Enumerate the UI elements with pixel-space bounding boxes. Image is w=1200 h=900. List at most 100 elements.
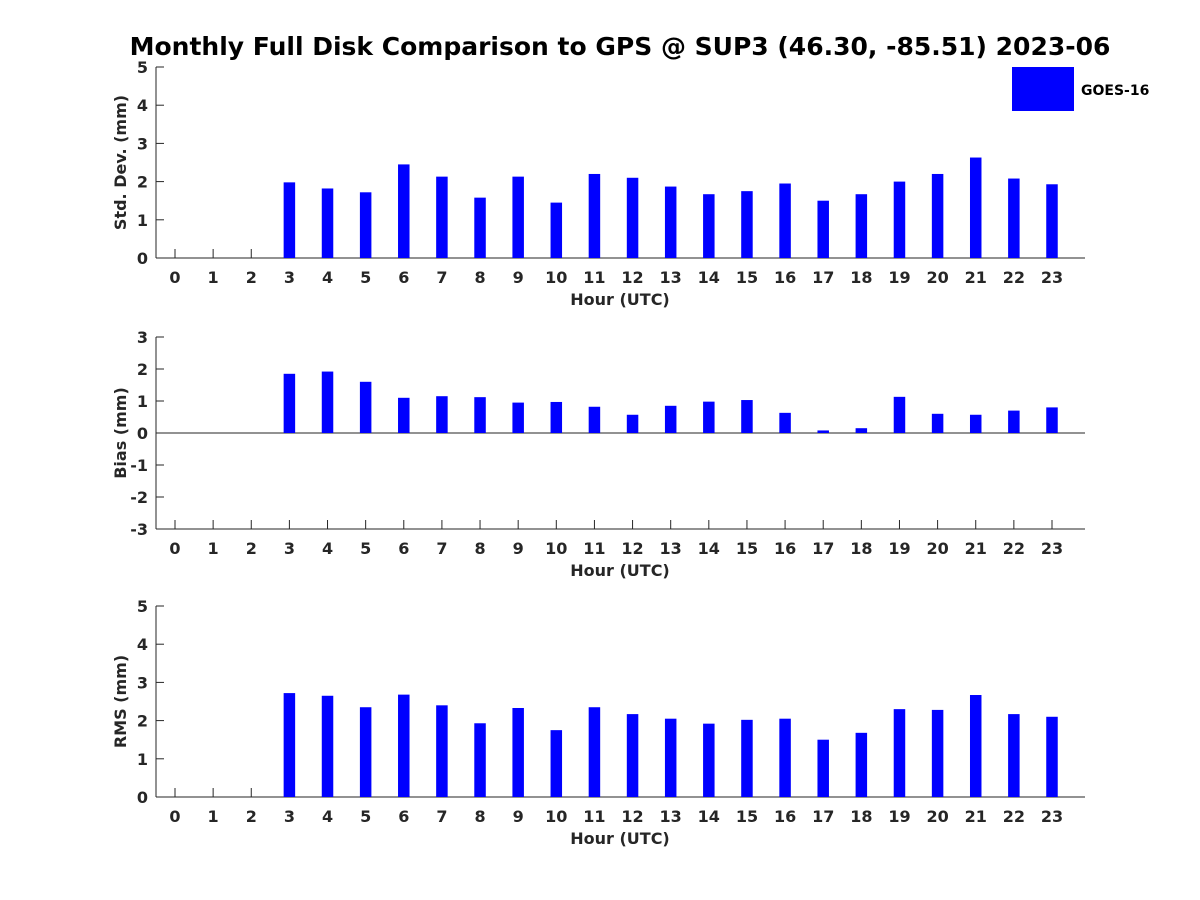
bar-hour-9 bbox=[512, 402, 524, 433]
bar-hour-20 bbox=[931, 413, 944, 433]
x-tick-label: 8 bbox=[474, 807, 485, 826]
x-tick-label: 5 bbox=[360, 807, 371, 826]
x-tick-label: 14 bbox=[698, 807, 720, 826]
y-axis-label: Bias (mm) bbox=[111, 387, 130, 479]
x-tick-label: 9 bbox=[513, 268, 524, 287]
bar-hour-7 bbox=[436, 176, 448, 258]
bar-hour-20 bbox=[931, 173, 944, 258]
x-tick-label: 3 bbox=[284, 268, 295, 287]
x-tick-label: 7 bbox=[436, 807, 447, 826]
x-tick-label: 1 bbox=[208, 539, 219, 558]
bar-hour-13 bbox=[664, 405, 677, 433]
y-tick-label: 4 bbox=[137, 96, 148, 115]
bar-hour-15 bbox=[741, 400, 753, 433]
bar-hour-8 bbox=[474, 397, 486, 433]
bar-hour-9 bbox=[512, 176, 524, 258]
y-tick-label: 0 bbox=[137, 249, 148, 268]
y-tick-label: 5 bbox=[137, 58, 148, 77]
bar-hour-8 bbox=[474, 723, 486, 797]
bar-hour-4 bbox=[321, 695, 334, 797]
x-tick-label: 20 bbox=[926, 807, 948, 826]
bar-hour-12 bbox=[626, 177, 639, 258]
x-tick-label: 10 bbox=[545, 539, 567, 558]
bar-hour-21 bbox=[969, 157, 982, 258]
bar-hour-13 bbox=[664, 718, 677, 797]
bar-hour-3 bbox=[283, 373, 296, 433]
bar-hour-16 bbox=[779, 412, 791, 433]
x-tick-label: 23 bbox=[1041, 539, 1063, 558]
bar-hour-23 bbox=[1046, 407, 1058, 433]
x-tick-label: 1 bbox=[208, 268, 219, 287]
x-tick-label: 20 bbox=[926, 539, 948, 558]
x-tick-label: 5 bbox=[360, 539, 371, 558]
bar-hour-19 bbox=[893, 396, 906, 433]
bar-hour-16 bbox=[779, 718, 791, 797]
bar-hour-21 bbox=[969, 695, 982, 797]
x-tick-label: 14 bbox=[698, 268, 720, 287]
bar-hour-13 bbox=[664, 186, 677, 258]
x-tick-label: 0 bbox=[169, 539, 180, 558]
x-tick-label: 13 bbox=[660, 268, 682, 287]
x-axis-label: Hour (UTC) bbox=[570, 290, 670, 309]
x-tick-label: 2 bbox=[246, 268, 257, 287]
x-tick-label: 11 bbox=[583, 807, 605, 826]
x-tick-label: 12 bbox=[621, 539, 643, 558]
bar-hour-11 bbox=[588, 707, 601, 797]
x-tick-label: 14 bbox=[698, 539, 720, 558]
y-tick-label: -1 bbox=[130, 456, 148, 475]
x-tick-label: 17 bbox=[812, 807, 834, 826]
x-tick-label: 2 bbox=[246, 539, 257, 558]
x-tick-label: 8 bbox=[474, 268, 485, 287]
bar-hour-17 bbox=[817, 200, 829, 258]
x-tick-label: 19 bbox=[888, 807, 910, 826]
bar-hour-14 bbox=[703, 723, 715, 797]
x-tick-label: 0 bbox=[169, 268, 180, 287]
x-tick-label: 6 bbox=[398, 268, 409, 287]
bar-hour-5 bbox=[359, 381, 372, 433]
x-tick-label: 4 bbox=[322, 268, 333, 287]
bar-hour-7 bbox=[436, 396, 448, 433]
bar-hour-11 bbox=[588, 173, 601, 258]
bar-hour-19 bbox=[893, 709, 906, 797]
x-tick-label: 16 bbox=[774, 539, 796, 558]
bar-hour-22 bbox=[1008, 178, 1020, 258]
x-axis-label: Hour (UTC) bbox=[570, 829, 670, 848]
legend-swatch bbox=[1012, 67, 1074, 111]
x-tick-label: 22 bbox=[1003, 268, 1025, 287]
bar-hour-22 bbox=[1008, 410, 1020, 433]
bar-hour-14 bbox=[703, 401, 715, 433]
x-tick-label: 19 bbox=[888, 539, 910, 558]
x-tick-label: 17 bbox=[812, 539, 834, 558]
y-tick-label: 3 bbox=[137, 134, 148, 153]
bar-hour-12 bbox=[626, 414, 639, 433]
bar-hour-12 bbox=[626, 714, 639, 797]
bar-hour-18 bbox=[855, 194, 868, 258]
bar-hour-8 bbox=[474, 197, 486, 258]
y-tick-label: 2 bbox=[137, 712, 148, 731]
bar-hour-6 bbox=[398, 397, 410, 433]
bar-hour-19 bbox=[893, 181, 906, 258]
x-tick-label: 16 bbox=[774, 268, 796, 287]
bar-hour-14 bbox=[703, 194, 715, 258]
chart-title: Monthly Full Disk Comparison to GPS @ SU… bbox=[130, 32, 1111, 61]
x-tick-label: 22 bbox=[1003, 807, 1025, 826]
bar-hour-21 bbox=[969, 414, 982, 433]
bar-hour-3 bbox=[283, 182, 296, 258]
x-tick-label: 15 bbox=[736, 807, 758, 826]
x-tick-label: 7 bbox=[436, 268, 447, 287]
y-tick-label: 1 bbox=[137, 750, 148, 769]
x-tick-label: 10 bbox=[545, 807, 567, 826]
x-tick-label: 23 bbox=[1041, 807, 1063, 826]
bar-hour-7 bbox=[436, 705, 448, 797]
y-tick-label: 2 bbox=[137, 360, 148, 379]
x-tick-label: 6 bbox=[398, 539, 409, 558]
bar-hour-5 bbox=[359, 192, 372, 258]
bar-hour-17 bbox=[817, 739, 829, 797]
bar-hour-23 bbox=[1046, 184, 1058, 258]
x-tick-label: 16 bbox=[774, 807, 796, 826]
bar-hour-10 bbox=[550, 401, 563, 433]
bar-hour-23 bbox=[1046, 716, 1058, 797]
x-tick-label: 22 bbox=[1003, 539, 1025, 558]
